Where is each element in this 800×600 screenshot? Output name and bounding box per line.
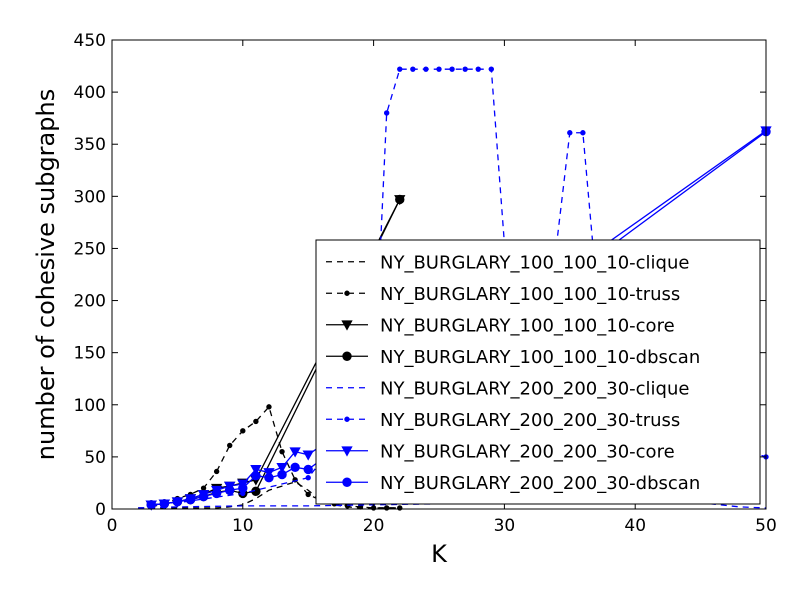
legend-label: NY_BURGLARY_100_100_10-clique (380, 252, 689, 273)
series-7 (146, 127, 771, 510)
y-tick-label: 50 (84, 448, 106, 468)
data-point (250, 465, 262, 476)
y-tick-label: 350 (74, 135, 106, 155)
data-point (423, 66, 429, 72)
legend-marker (344, 290, 350, 296)
data-point (449, 66, 455, 72)
data-point (200, 485, 207, 491)
legend-label: NY_BURGLARY_100_100_10-truss (380, 284, 680, 305)
legend-entry: NY_BURGLARY_200_200_30-truss (326, 410, 680, 431)
data-point (238, 483, 248, 493)
data-point (580, 130, 586, 136)
data-point (264, 473, 274, 483)
legend-entry: NY_BURGLARY_200_200_30-core (326, 441, 675, 462)
axis-ticks: 0 10 20 30 40 50 0 50 100 150 200 250 300 350 400 450 (74, 31, 777, 536)
x-tick-label: 10 (232, 516, 254, 536)
data-point (263, 468, 275, 479)
legend-entry: NY_BURGLARY_100_100_10-truss (326, 284, 680, 305)
data-point (383, 110, 390, 116)
data-point (253, 418, 259, 425)
legend-marker (341, 320, 353, 331)
data-point (475, 66, 481, 72)
axes-frame (111, 39, 767, 510)
legend-marker (342, 477, 352, 487)
y-tick-label: 150 (74, 344, 106, 364)
legend-marker (344, 416, 350, 422)
y-tick-label: 100 (74, 396, 106, 416)
legend-label: NY_BURGLARY_200_200_30-clique (380, 378, 689, 399)
legend-label: NY_BURGLARY_100_100_10-dbscan (380, 347, 700, 368)
data-point (395, 194, 405, 205)
x-tick-label: 50 (755, 516, 777, 536)
data-point (225, 485, 235, 495)
data-point (185, 494, 196, 505)
data-point (240, 428, 246, 434)
y-tick-label: 450 (74, 31, 106, 51)
series-line (138, 481, 400, 509)
legend-label: NY_BURGLARY_200_200_30-core (380, 441, 675, 462)
data-point (172, 497, 183, 507)
x-tick-label: 20 (363, 516, 385, 536)
series-line (151, 68, 767, 507)
legend: NY_BURGLARY_100_100_10-clique NY_BURGLARY… (315, 239, 761, 505)
data-point (567, 130, 573, 136)
data-point (305, 475, 311, 481)
data-point (227, 442, 233, 449)
data-point (198, 491, 209, 502)
data-point (251, 470, 261, 481)
data-point (302, 450, 314, 461)
y-tick-label: 200 (74, 292, 106, 312)
legend-entry: NY_BURGLARY_100_100_10-clique (326, 252, 689, 273)
legend-entry: NY_BURGLARY_200_200_30-dbscan (326, 473, 700, 494)
legend-label: NY_BURGLARY_100_100_10-core (380, 315, 675, 336)
data-point (410, 66, 416, 72)
legend-marker (341, 446, 353, 457)
data-point (436, 66, 442, 72)
data-point (279, 448, 285, 455)
data-point (146, 500, 156, 510)
legend-box (315, 239, 761, 505)
legend-entry: NY_BURGLARY_100_100_10-dbscan (326, 347, 700, 368)
data-point (289, 447, 301, 458)
data-point (303, 464, 313, 475)
data-point (397, 66, 403, 72)
legend-label: NY_BURGLARY_200_200_30-dbscan (380, 473, 700, 494)
legend-entry: NY_BURGLARY_100_100_10-core (326, 315, 675, 336)
data-point (462, 66, 468, 72)
legend-entry: NY_BURGLARY_200_200_30-clique (326, 378, 689, 399)
x-tick-label: 0 (107, 516, 118, 536)
data-point (266, 404, 272, 410)
y-axis-label: number of cohesive subgraphs (32, 89, 60, 460)
data-point (488, 66, 495, 72)
series-0 (138, 481, 400, 509)
legend-label: NY_BURGLARY_200_200_30-truss (380, 410, 680, 431)
x-tick-label: 40 (624, 516, 646, 536)
x-tick-label: 30 (494, 516, 516, 536)
data-point (276, 462, 288, 474)
y-tick-label: 250 (74, 239, 106, 259)
data-point (159, 499, 170, 509)
data-point (277, 469, 287, 480)
y-tick-label: 0 (95, 500, 106, 520)
y-tick-label: 300 (74, 187, 106, 207)
data-point (211, 488, 222, 499)
x-axis-label: K (431, 540, 448, 568)
data-point (213, 468, 220, 475)
data-point (290, 462, 300, 473)
y-tick-label: 400 (74, 83, 106, 103)
data-point (305, 491, 311, 498)
legend-marker (342, 351, 352, 361)
